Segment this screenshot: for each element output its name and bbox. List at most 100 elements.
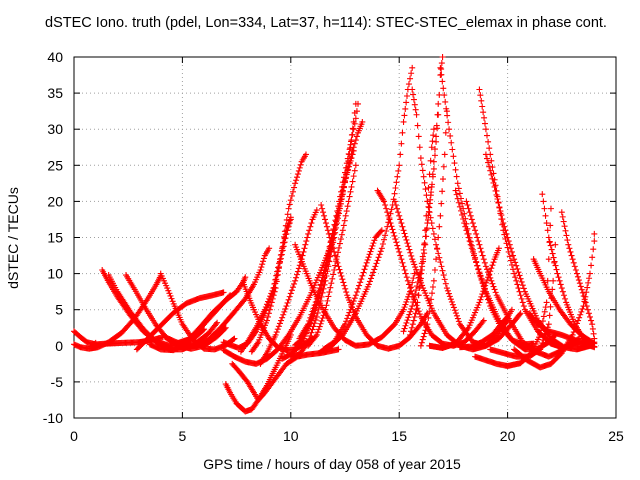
data-point bbox=[327, 284, 334, 291]
data-point bbox=[261, 306, 268, 313]
data-point bbox=[330, 226, 337, 233]
data-point bbox=[343, 208, 350, 215]
data-point bbox=[331, 227, 338, 234]
data-point bbox=[278, 251, 285, 258]
data-point bbox=[346, 159, 353, 166]
data-point bbox=[284, 299, 291, 306]
data-point bbox=[231, 335, 238, 342]
data-point bbox=[317, 281, 324, 288]
data-point bbox=[312, 333, 319, 340]
data-point bbox=[286, 293, 293, 300]
data-point bbox=[305, 321, 312, 328]
data-point bbox=[345, 163, 352, 170]
data-point bbox=[315, 288, 322, 295]
data-point bbox=[169, 298, 176, 305]
x-axis-label: GPS time / hours of day 058 of year 2015 bbox=[203, 456, 461, 472]
data-point bbox=[286, 217, 293, 224]
data-point bbox=[342, 175, 349, 182]
data-point bbox=[326, 247, 333, 254]
data-point bbox=[329, 275, 336, 282]
data-point bbox=[341, 179, 348, 186]
data-point bbox=[275, 264, 282, 271]
series-19 bbox=[248, 151, 309, 355]
data-point bbox=[273, 278, 280, 285]
data-point bbox=[285, 205, 292, 212]
data-point bbox=[165, 287, 172, 294]
data-point bbox=[280, 239, 287, 246]
data-point bbox=[307, 314, 314, 321]
data-point bbox=[335, 346, 342, 353]
data-point bbox=[324, 255, 331, 262]
y-tick-label: 5 bbox=[55, 302, 63, 318]
data-point bbox=[292, 277, 299, 284]
data-point bbox=[337, 196, 344, 203]
data-point bbox=[305, 230, 312, 237]
data-point bbox=[332, 217, 339, 224]
data-point bbox=[282, 305, 289, 312]
x-tick-label: 25 bbox=[608, 428, 624, 444]
data-point bbox=[328, 280, 335, 287]
data-point bbox=[315, 305, 322, 312]
data-point bbox=[337, 236, 344, 243]
data-point bbox=[314, 309, 321, 316]
data-point bbox=[268, 299, 275, 306]
data-point bbox=[346, 193, 353, 200]
data-point bbox=[285, 296, 292, 303]
data-point bbox=[313, 331, 320, 338]
data-point bbox=[282, 222, 289, 229]
data-point bbox=[339, 227, 346, 234]
x-tick-label: 10 bbox=[283, 428, 299, 444]
data-point bbox=[296, 262, 303, 269]
data-point bbox=[351, 120, 358, 127]
data-point bbox=[347, 141, 354, 148]
data-point bbox=[263, 301, 270, 308]
data-point bbox=[213, 321, 220, 328]
data-point bbox=[308, 220, 315, 227]
data-point bbox=[307, 223, 314, 230]
data-point bbox=[302, 151, 309, 158]
data-point bbox=[293, 271, 300, 278]
data-point bbox=[349, 125, 356, 132]
data-point bbox=[335, 244, 342, 251]
data-point bbox=[265, 298, 272, 305]
data-point bbox=[335, 205, 342, 212]
data-point bbox=[227, 292, 234, 299]
data-point bbox=[296, 164, 303, 171]
data-point bbox=[263, 317, 270, 324]
data-point bbox=[284, 333, 291, 340]
data-point bbox=[339, 187, 346, 194]
data-point bbox=[168, 295, 175, 302]
series-18 bbox=[257, 207, 320, 367]
data-point bbox=[274, 268, 281, 275]
series-25 bbox=[292, 241, 418, 349]
data-point bbox=[222, 324, 229, 331]
data-point bbox=[342, 212, 349, 219]
data-point bbox=[348, 151, 355, 158]
data-point bbox=[316, 285, 323, 292]
y-axis-label: dSTEC / TECUs bbox=[5, 187, 21, 289]
data-point bbox=[279, 314, 286, 321]
chart-title: dSTEC Iono. truth (pdel, Lon=334, Lat=37… bbox=[45, 15, 607, 31]
series-8 bbox=[133, 289, 227, 353]
data-point bbox=[343, 160, 350, 167]
data-point bbox=[283, 303, 290, 310]
y-tick-label: -10 bbox=[43, 410, 63, 426]
data-point bbox=[348, 183, 355, 190]
data-point bbox=[297, 161, 304, 168]
data-point bbox=[359, 118, 366, 125]
data-point bbox=[340, 183, 347, 190]
data-point bbox=[287, 214, 294, 221]
data-point bbox=[166, 290, 173, 297]
data-point bbox=[352, 137, 359, 144]
data-point bbox=[312, 299, 319, 306]
data-point bbox=[314, 329, 321, 336]
data-point bbox=[279, 245, 286, 252]
axes: 0 5 10 15 20 25 -10 -5 0 5 10 15 20 25 30 35 40 bbox=[43, 49, 624, 444]
data-point bbox=[320, 270, 327, 277]
data-point bbox=[331, 266, 338, 273]
data-point bbox=[273, 329, 280, 336]
data-point bbox=[351, 167, 358, 174]
data-point bbox=[295, 167, 302, 174]
data-point bbox=[294, 268, 301, 275]
y-tick-label: 25 bbox=[47, 157, 63, 173]
